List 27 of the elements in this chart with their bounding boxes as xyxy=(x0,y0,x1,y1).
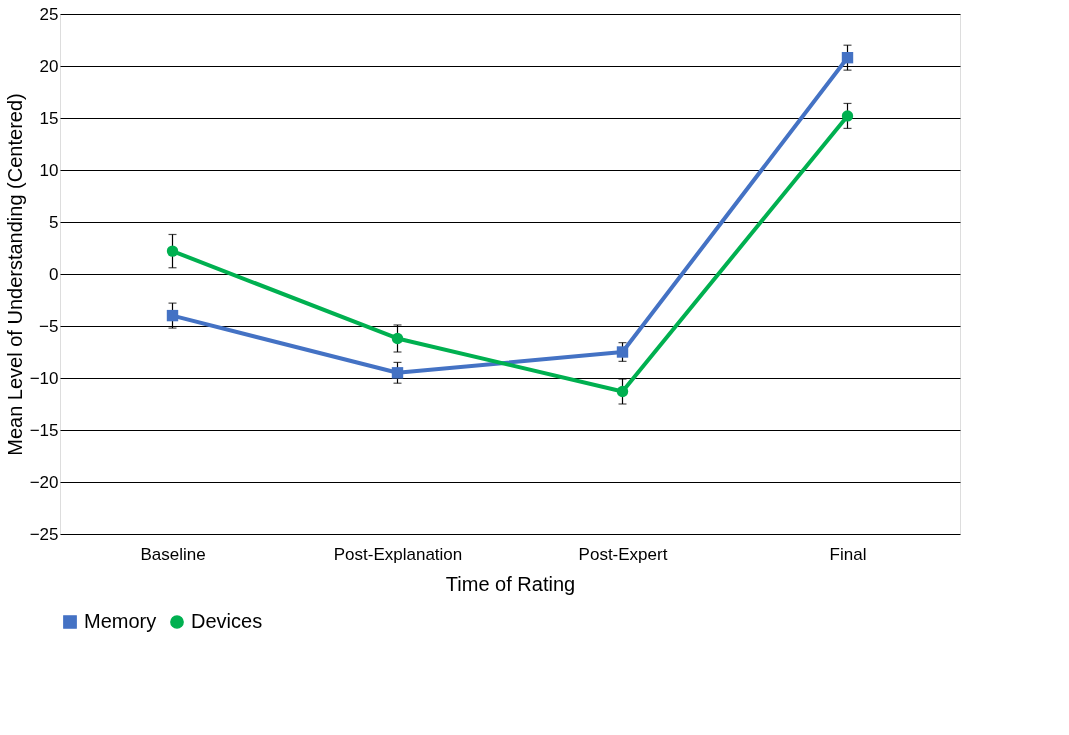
point xyxy=(166,245,179,257)
y-tick-label: 0 xyxy=(49,264,59,284)
y-tick-label: −25 xyxy=(29,524,59,544)
y-axis-title: Mean Level of Understanding (Centered) xyxy=(3,93,26,456)
legend-label: Devices xyxy=(191,610,263,632)
legend-label: Memory xyxy=(84,610,157,632)
point xyxy=(841,110,854,122)
y-tick-label: 10 xyxy=(39,160,59,180)
x-tick-label: Post-Explanation xyxy=(333,544,463,564)
y-tick-label: 15 xyxy=(39,108,59,128)
point xyxy=(391,367,404,379)
x-tick-label: Baseline xyxy=(140,544,206,564)
point xyxy=(616,346,629,358)
y-tick-label: −10 xyxy=(29,368,59,388)
point xyxy=(391,332,404,345)
point xyxy=(841,51,854,64)
point xyxy=(166,309,179,322)
y-tick-label: −15 xyxy=(29,420,59,440)
x-tick-label: Post-Expert xyxy=(578,544,668,564)
point xyxy=(616,385,629,398)
x-axis-title: Time of Rating xyxy=(445,572,576,595)
y-tick-label: 25 xyxy=(39,4,59,24)
y-tick-label: 5 xyxy=(49,212,59,232)
y-tick-label: −5 xyxy=(39,316,59,336)
y-tick-label: 20 xyxy=(39,56,59,76)
x-tick-label: Final xyxy=(829,544,867,564)
y-tick-label: −20 xyxy=(29,472,59,492)
